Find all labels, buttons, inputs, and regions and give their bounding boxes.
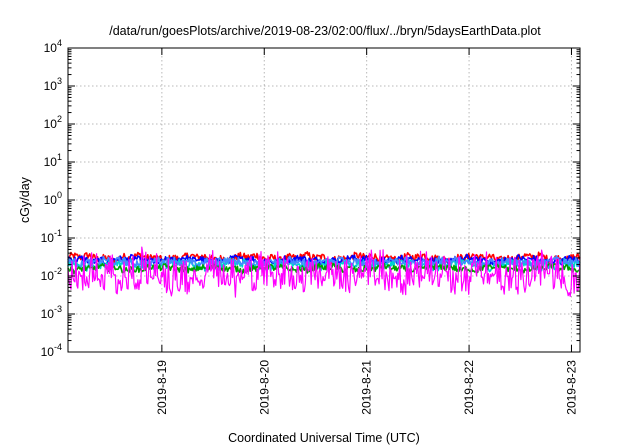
y-tick-label: 100 xyxy=(44,190,62,207)
x-tick-label: 2019-8-20 xyxy=(257,360,271,415)
y-tick-label: 104 xyxy=(44,38,62,55)
y-tick-label: 10-1 xyxy=(41,228,62,245)
x-tick-label: 2019-8-21 xyxy=(360,360,374,415)
grid-lines xyxy=(68,48,580,352)
x-tick-label: 2019-8-22 xyxy=(462,360,476,415)
series-line-1 xyxy=(67,251,581,265)
y-tick-label: 102 xyxy=(44,114,62,131)
series-line-4 xyxy=(67,255,581,269)
series-line-6 xyxy=(67,246,581,298)
x-tick-label: 2019-8-23 xyxy=(564,360,578,415)
y-tick-label: 10-3 xyxy=(41,304,62,321)
x-tick-label: 2019-8-19 xyxy=(155,360,169,415)
y-tick-label: 10-2 xyxy=(41,266,62,283)
y-axis: 10-4 10-3 10-2 10-1 100 101 102 103 104 xyxy=(41,38,580,359)
series-line-5 xyxy=(67,262,580,275)
y-tick-label: 10-4 xyxy=(41,342,62,359)
y-tick-label: 103 xyxy=(44,76,62,93)
y-axis-label: cGy/day xyxy=(18,176,32,223)
chart-title: /data/run/goesPlots/archive/2019-08-23/0… xyxy=(109,24,541,38)
series-layer xyxy=(67,246,581,298)
x-axis-label: Coordinated Universal Time (UTC) xyxy=(228,431,420,445)
y-tick-label: 101 xyxy=(44,152,62,169)
x-axis: 2019-8-19 2019-8-20 2019-8-21 2019-8-22 2019… xyxy=(155,48,578,415)
